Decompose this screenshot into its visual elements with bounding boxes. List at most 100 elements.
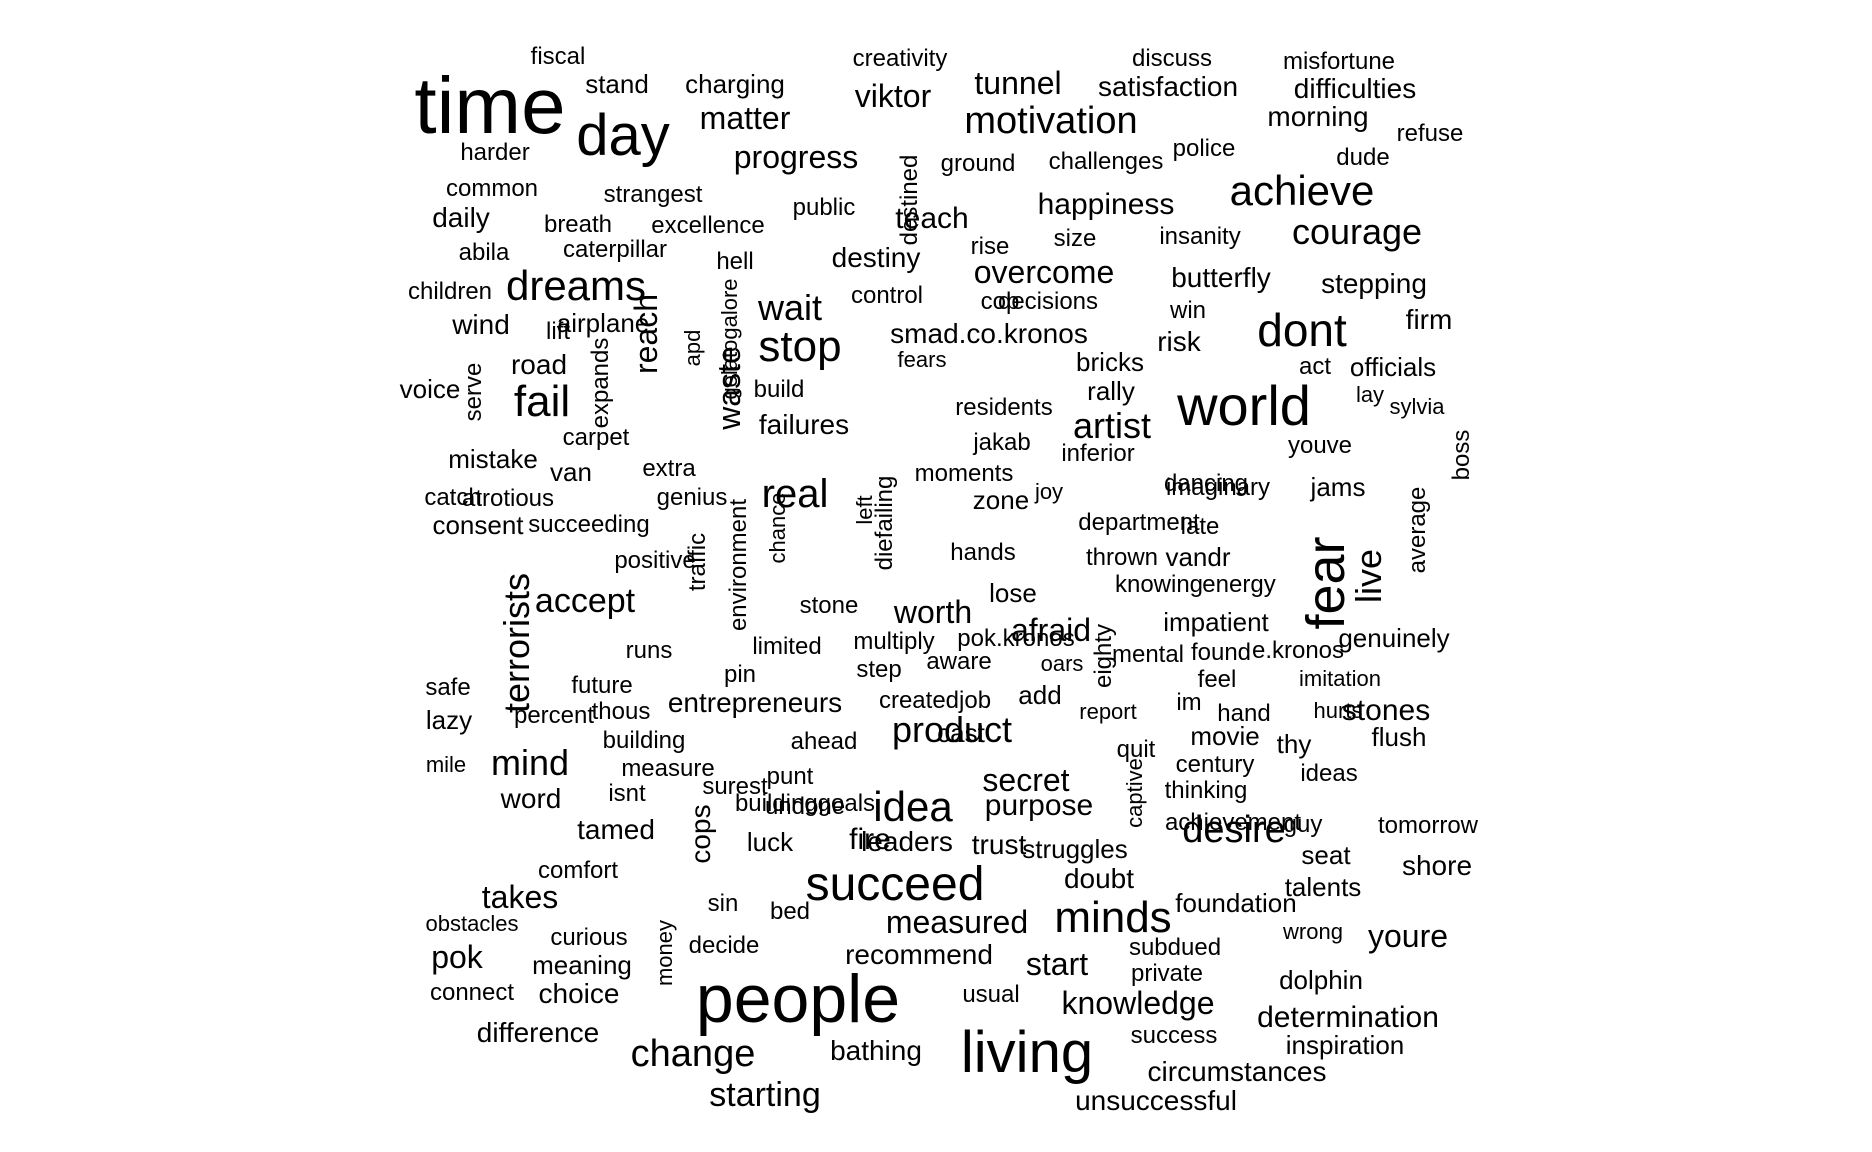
cloud-word: traffic bbox=[684, 532, 711, 592]
cloud-word: imitation bbox=[1299, 666, 1381, 691]
cloud-word: measured bbox=[885, 904, 1029, 940]
cloud-word: curious bbox=[550, 924, 628, 951]
cloud-word: common bbox=[445, 175, 539, 202]
cloud-word: captive bbox=[1122, 758, 1147, 828]
cloud-word: step bbox=[856, 656, 902, 683]
cloud-word: idea bbox=[873, 783, 953, 830]
cloud-word: misfortune bbox=[1282, 48, 1396, 75]
cloud-word: tomorrow bbox=[1377, 812, 1479, 839]
cloud-word: unsuccessful bbox=[1075, 1085, 1237, 1116]
cloud-word: report bbox=[1079, 699, 1137, 724]
cloud-word: seat bbox=[1301, 840, 1351, 870]
cloud-word: challenges bbox=[1048, 148, 1164, 175]
cloud-word: catch bbox=[424, 484, 482, 511]
cloud-word: zone bbox=[972, 485, 1030, 515]
cloud-word: aware bbox=[926, 648, 992, 675]
cloud-word: environment bbox=[725, 498, 752, 632]
cloud-word: achieve bbox=[1229, 167, 1375, 214]
cloud-word: dont bbox=[1257, 304, 1347, 356]
cloud-word: measure bbox=[621, 755, 715, 782]
cloud-word: residents bbox=[955, 394, 1053, 421]
cloud-word: ahead bbox=[790, 728, 858, 755]
cloud-word: department bbox=[1078, 509, 1200, 536]
cloud-word: daily bbox=[432, 202, 490, 233]
cloud-word: gelatogalore bbox=[717, 278, 742, 400]
cloud-word: luck bbox=[746, 827, 794, 857]
cloud-word: rise bbox=[970, 233, 1010, 260]
cloud-word: jams bbox=[1310, 472, 1366, 502]
cloud-word: failures bbox=[758, 409, 850, 440]
cloud-word: safe bbox=[425, 674, 471, 701]
cloud-word: fiscal bbox=[530, 43, 586, 70]
cloud-word: usual bbox=[962, 981, 1020, 1008]
cloud-word: wrong bbox=[1283, 919, 1343, 944]
cloud-word: future bbox=[571, 672, 633, 699]
cloud-word: connect bbox=[429, 979, 515, 1006]
cloud-word: cop bbox=[980, 288, 1020, 315]
cloud-word: late bbox=[1180, 513, 1220, 540]
cloud-word: day bbox=[576, 103, 670, 168]
cloud-word: rally bbox=[1087, 376, 1135, 406]
cloud-word: motivation bbox=[964, 100, 1138, 142]
cloud-word: pok.kronos bbox=[957, 625, 1075, 652]
cloud-word: starting bbox=[709, 1076, 821, 1114]
cloud-word: mind bbox=[490, 742, 570, 783]
cloud-word: struggles bbox=[1022, 834, 1128, 864]
cloud-word: thinking bbox=[1164, 777, 1248, 804]
cloud-word: moments bbox=[914, 460, 1014, 487]
cloud-word: flush bbox=[1371, 722, 1427, 752]
cloud-word: diefailing bbox=[871, 475, 898, 571]
cloud-word: knowing bbox=[1114, 571, 1204, 598]
cloud-word: fail bbox=[513, 377, 571, 426]
cloud-word: voice bbox=[399, 374, 461, 404]
cloud-word: mental bbox=[1111, 641, 1185, 668]
cloud-word: feel bbox=[1197, 666, 1237, 693]
cloud-word: morning bbox=[1267, 101, 1369, 132]
cloud-word: subdued bbox=[1128, 934, 1222, 961]
cloud-word: succeed bbox=[805, 858, 985, 911]
cloud-word: win bbox=[1169, 297, 1207, 324]
cloud-word: trust bbox=[971, 829, 1027, 860]
cloud-word: living bbox=[960, 1020, 1094, 1085]
cloud-word: foundation bbox=[1175, 888, 1297, 918]
cloud-word: surest bbox=[702, 773, 768, 800]
cloud-word: joy bbox=[1034, 479, 1064, 504]
cloud-word: inspiration bbox=[1285, 1030, 1405, 1060]
cloud-word: doubt bbox=[1063, 863, 1135, 894]
cloud-word: public bbox=[792, 194, 856, 221]
cloud-word: lose bbox=[989, 578, 1037, 608]
cloud-word: thrown bbox=[1085, 544, 1159, 571]
cloud-word: century bbox=[1175, 751, 1255, 778]
cloud-word: abila bbox=[458, 239, 510, 266]
cloud-word: hurts bbox=[1313, 698, 1363, 723]
cloud-word: lazy bbox=[425, 705, 473, 735]
cloud-word: destiny bbox=[831, 242, 921, 273]
cloud-word: mistake bbox=[448, 444, 538, 474]
cloud-word: tamed bbox=[577, 814, 655, 845]
cloud-word: stop bbox=[758, 322, 842, 371]
cloud-word: thy bbox=[1276, 729, 1312, 759]
cloud-word: mile bbox=[425, 752, 467, 777]
cloud-word: sylvia bbox=[1389, 394, 1445, 419]
cloud-word: limited bbox=[752, 633, 822, 660]
cloud-word: police bbox=[1172, 135, 1236, 162]
cloud-word: matter bbox=[699, 100, 791, 136]
cloud-word: artist bbox=[1072, 405, 1152, 446]
cloud-word: jakab bbox=[973, 429, 1031, 456]
cloud-word: comfort bbox=[537, 857, 619, 884]
cloud-word: oars bbox=[1040, 651, 1084, 676]
cloud-word: youve bbox=[1287, 432, 1353, 459]
cloud-word: change bbox=[630, 1033, 756, 1075]
cloud-word: positive bbox=[614, 547, 696, 574]
cloud-word: choice bbox=[538, 978, 620, 1009]
cloud-word: courage bbox=[1291, 211, 1423, 252]
cloud-word: firm bbox=[1405, 304, 1453, 335]
cloud-word: energy bbox=[1202, 571, 1276, 598]
cloud-word: takes bbox=[481, 879, 559, 915]
cloud-word: accept bbox=[534, 582, 636, 620]
cloud-word: determination bbox=[1257, 1001, 1439, 1034]
cloud-word: discuss bbox=[1131, 45, 1213, 72]
cloud-word: word bbox=[500, 783, 562, 814]
cloud-word: consent bbox=[432, 510, 524, 540]
